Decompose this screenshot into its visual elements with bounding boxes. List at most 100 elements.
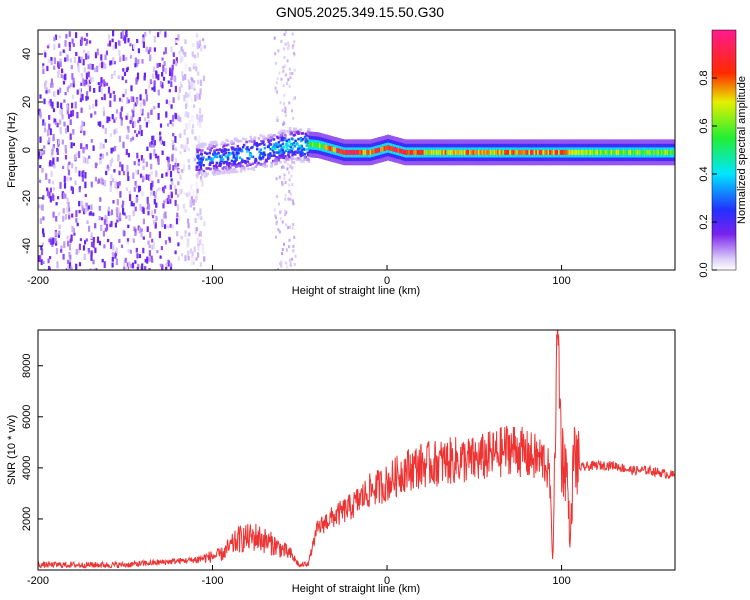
spectrogram-cell bbox=[223, 145, 226, 148]
spectrogram-cell bbox=[126, 135, 128, 139]
spectrogram-cell bbox=[284, 107, 286, 110]
spectrogram-cell bbox=[157, 74, 159, 80]
spectrogram-cell bbox=[196, 149, 199, 152]
spectrogram-cell bbox=[65, 155, 67, 160]
spectrogram-cell bbox=[192, 43, 194, 47]
spectrogram-cell bbox=[187, 112, 189, 118]
spectrogram-cell bbox=[48, 115, 50, 120]
spectrogram-cell bbox=[80, 238, 82, 241]
spectrogram-cell bbox=[69, 46, 71, 51]
spectrogram-cell bbox=[225, 155, 228, 158]
spectrogram-cell bbox=[626, 150, 628, 155]
spectrogram-cell bbox=[588, 150, 590, 155]
spectrogram-cell bbox=[202, 164, 205, 167]
spectrogram-cell bbox=[72, 95, 74, 99]
spectrogram-cell bbox=[62, 114, 64, 119]
spectrogram-cell bbox=[48, 266, 50, 270]
spectrogram-cell bbox=[199, 115, 201, 122]
spectrogram-y-label: Frequency (Hz) bbox=[6, 112, 18, 188]
spectrogram-cell bbox=[193, 83, 195, 89]
spectrogram-cell bbox=[44, 127, 46, 132]
spectrogram-cell bbox=[645, 150, 647, 155]
spectrogram-cell bbox=[42, 195, 44, 200]
spectrogram-cell bbox=[54, 119, 56, 122]
spectrogram-cell bbox=[300, 128, 303, 131]
spectrogram-cell bbox=[284, 210, 286, 213]
spectrogram-cell bbox=[141, 233, 143, 237]
spectrogram-cell bbox=[180, 151, 182, 154]
spectrogram-cell bbox=[160, 264, 162, 267]
spectrogram-cell bbox=[349, 150, 351, 155]
spectrogram-cell bbox=[134, 260, 136, 264]
spectrogram-cell bbox=[143, 177, 145, 181]
spectrogram-cell bbox=[125, 116, 127, 120]
spectrogram-cell bbox=[194, 136, 196, 140]
spectrogram-cell bbox=[294, 128, 297, 131]
spectrogram-cell bbox=[141, 130, 143, 136]
spectrogram-cell bbox=[252, 163, 255, 166]
spectrogram-cell bbox=[107, 239, 109, 242]
spectrogram-cell bbox=[56, 261, 58, 268]
spectrogram-cell bbox=[225, 152, 228, 155]
spectrogram-cell bbox=[146, 162, 148, 167]
spectrogram-cell bbox=[276, 77, 278, 80]
spectrogram-cell bbox=[164, 31, 166, 37]
spectrogram-cell bbox=[53, 134, 55, 141]
spectrogram-cell bbox=[70, 114, 72, 118]
spectrogram-cell bbox=[75, 52, 77, 56]
spectrogram-cell bbox=[490, 150, 492, 155]
spectrogram-cell bbox=[92, 213, 94, 217]
spectrogram-cell bbox=[51, 171, 53, 177]
spectrogram-cell bbox=[65, 214, 67, 220]
spectrogram-cell bbox=[286, 148, 289, 151]
spectrogram-cell bbox=[285, 181, 287, 184]
spectrogram-cell bbox=[184, 74, 186, 80]
spectrogram-cell bbox=[66, 55, 68, 62]
spectrogram-cell bbox=[143, 208, 145, 214]
spectrogram-cell bbox=[283, 56, 285, 59]
spectrogram-cell bbox=[288, 184, 290, 187]
snr-x-tick-label: -100 bbox=[202, 575, 224, 587]
spectrogram-cell bbox=[93, 242, 95, 248]
spectrogram-cell bbox=[584, 150, 586, 155]
spectrogram-cell bbox=[141, 59, 143, 64]
spectrogram-cell bbox=[83, 245, 85, 250]
spectrogram-cell bbox=[104, 215, 106, 219]
spectrogram-cell bbox=[188, 124, 190, 130]
spectrogram-cell bbox=[74, 154, 76, 160]
spectrogram-cell bbox=[452, 150, 454, 155]
snr-x-tick-label: 100 bbox=[552, 575, 570, 587]
spectrogram-cell bbox=[203, 143, 206, 146]
spectrogram-cell bbox=[159, 30, 161, 34]
spectrogram-cell bbox=[50, 196, 52, 202]
spectrogram-cell bbox=[50, 188, 52, 193]
spectrogram-cell bbox=[212, 162, 215, 165]
spectrogram-cell bbox=[199, 208, 201, 215]
spectrogram-cell bbox=[197, 252, 199, 257]
spectrogram-cell bbox=[217, 152, 220, 155]
spectrogram-cell bbox=[121, 108, 123, 112]
spectrogram-cell bbox=[233, 171, 236, 174]
spectrogram-cell bbox=[70, 58, 72, 62]
spectrogram-cell bbox=[623, 150, 625, 155]
spectrogram-cell bbox=[218, 165, 221, 168]
spectrogram-cell bbox=[250, 136, 253, 139]
spectrogram-cell bbox=[375, 148, 377, 153]
spectrogram-cell bbox=[278, 72, 280, 75]
spectrogram-cell bbox=[187, 94, 189, 98]
spectrogram-cell bbox=[292, 117, 294, 120]
spectrogram-cell bbox=[603, 150, 605, 155]
spectrogram-cell bbox=[123, 171, 125, 175]
spectrogram-cell bbox=[45, 81, 47, 84]
spectrogram-cell bbox=[289, 127, 292, 130]
spectrogram-cell bbox=[329, 146, 331, 151]
spectrogram-cell bbox=[109, 41, 111, 47]
spectrogram-cell bbox=[135, 185, 137, 189]
spectrogram-cell bbox=[314, 142, 316, 147]
spectrogram-cell bbox=[291, 183, 293, 186]
spectrogram-cell bbox=[99, 216, 101, 220]
spectrogram-cell bbox=[170, 82, 172, 88]
spectrogram-cell bbox=[70, 119, 72, 125]
spectrogram-cell bbox=[237, 165, 240, 168]
spectrogram-cell bbox=[171, 192, 173, 199]
